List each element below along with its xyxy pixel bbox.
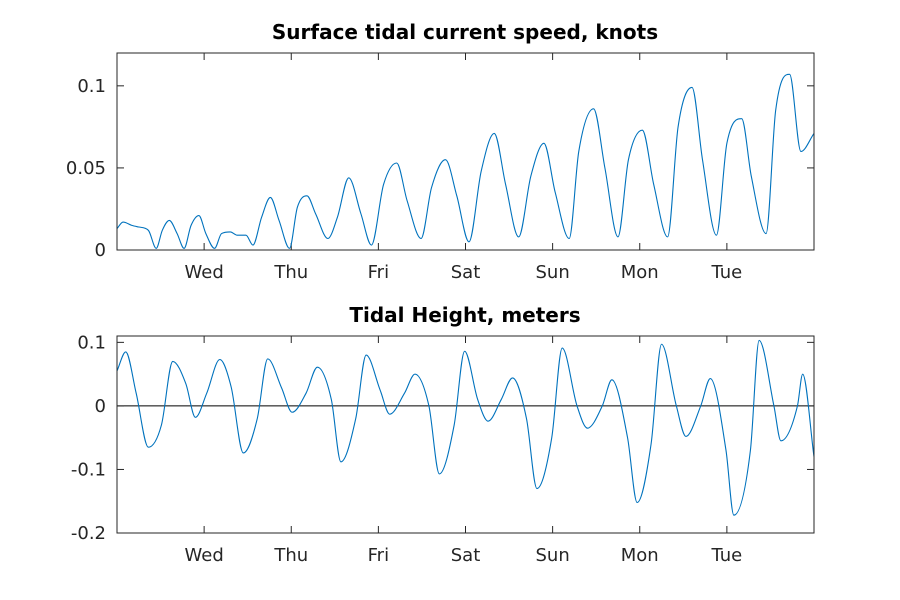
tidal-height-y-tick-label: 0.1 [77,332,106,353]
current-speed-x-tick-label: Sat [451,262,481,283]
tidal-height-series-line [116,339,815,516]
current-speed-x-tick-label: Fri [368,262,389,283]
tidal-height-ticks [117,336,814,534]
current-speed-ticks [117,53,814,251]
tidal-height-x-tick-label: Wed [185,545,224,566]
current-speed-x-tick-label: Wed [185,262,224,283]
tidal-height-axes-box [116,335,815,534]
tidal-height-x-tick-label: Sat [451,545,481,566]
current-speed-tick-labels: Wed Thu Fri Sat Sun Mon Tue 0 0.05 0.1 [66,76,742,283]
tidal-height-x-tick-label: Sun [536,545,570,566]
current-speed-y-tick-label: 0.1 [77,76,106,97]
tidal-height-x-tick-label: Thu [273,545,308,566]
tidal-height-tick-labels: Wed Thu Fri Sat Sun Mon Tue -0.2 -0.1 0 0.1 [71,332,742,566]
current-speed-x-tick-label: Thu [273,262,308,283]
tidal-height-y-tick-label: -0.1 [71,459,106,480]
current-speed-axes-box [116,52,815,251]
current-speed-x-tick-label: Mon [621,262,659,283]
current-speed-y-tick-label: 0 [95,240,106,261]
tidal-height-x-tick-label: Tue [711,545,743,566]
tidal-height-title: Tidal Height, meters [349,303,580,327]
current-speed-x-tick-label: Tue [711,262,743,283]
tidal-height-x-tick-label: Fri [368,545,389,566]
tidal-height-y-tick-label: 0 [95,396,106,417]
current-speed-panel: Surface tidal current speed, knots Wed Th… [66,20,815,283]
current-speed-title: Surface tidal current speed, knots [272,20,658,44]
tidal-height-panel: Tidal Height, meters Wed Thu Fri Sat Sun Mon T… [71,303,815,566]
current-speed-y-tick-label: 0.05 [66,158,106,179]
tidal-height-x-tick-label: Mon [621,545,659,566]
current-speed-x-tick-label: Sun [536,262,570,283]
current-speed-series-line [116,73,815,249]
tidal-height-y-tick-label: -0.2 [71,523,106,544]
